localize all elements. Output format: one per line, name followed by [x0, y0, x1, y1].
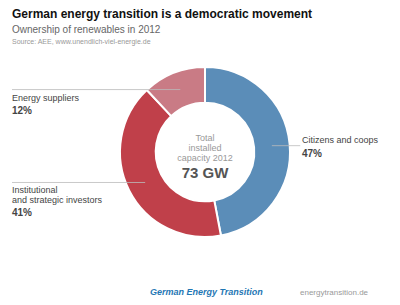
leader-line	[12, 89, 180, 90]
center-label: Total	[195, 133, 214, 143]
source: Source: AEE, www.unendlich-viel-energie.…	[12, 38, 151, 46]
leader-line	[272, 145, 300, 146]
data-label: 41%	[12, 207, 32, 218]
leader-line	[12, 182, 145, 183]
footer-brand: German Energy Transition	[150, 287, 263, 297]
slice-label-line: Institutional	[12, 185, 58, 195]
footer-url: energytransition.de	[300, 288, 369, 297]
subtitle: Ownership of renewables in 2012	[12, 24, 161, 35]
slice-label-line: Citizens and coops	[302, 135, 379, 145]
slice-label-line: and strategic investors	[12, 195, 103, 205]
slice-label: Energy suppliers	[12, 93, 80, 103]
center-label: capacity 2012	[177, 153, 233, 163]
center-value: 73 GW	[182, 164, 230, 181]
slice-label: Citizens and coops	[302, 135, 379, 145]
data-label: 47%	[302, 148, 322, 159]
slice	[147, 67, 205, 116]
slice-labels: Citizens and coops 47% Institutionaland st…	[12, 90, 378, 219]
slice-label-line: Energy suppliers	[12, 93, 80, 103]
title: German energy transition is a democratic…	[12, 7, 312, 21]
data-label: 12%	[12, 105, 32, 116]
slice-label: Institutionaland strategic investors	[12, 185, 103, 205]
chart: German energy transition is a democratic…	[0, 0, 400, 305]
center-label: installed	[188, 143, 221, 153]
donut: Totalinstalledcapacity 201273 GW	[120, 67, 290, 237]
